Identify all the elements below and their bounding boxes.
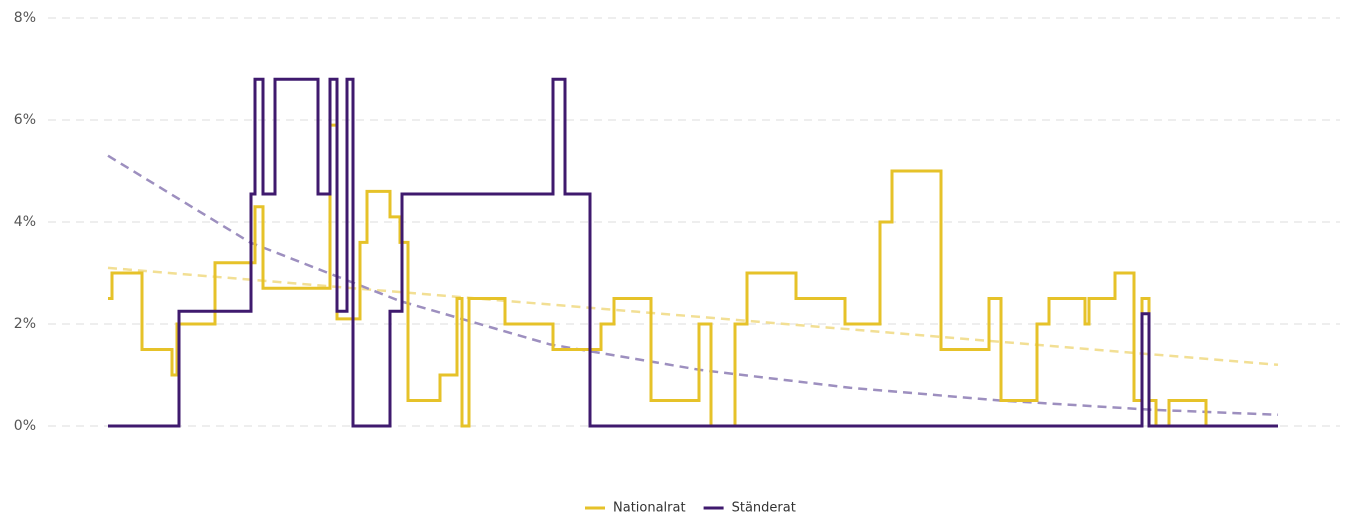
y-tick-label: 6%	[14, 112, 36, 128]
step-line	[108, 123, 1278, 428]
y-tick-label: 2%	[14, 316, 36, 332]
y-tick-label: 4%	[14, 214, 36, 230]
legend-label: Nationalrat	[613, 501, 686, 516]
trend-line	[107, 266, 1279, 367]
y-tick-label: 8%	[14, 10, 36, 26]
legend-label: Ständerat	[732, 501, 796, 516]
trend-line	[107, 154, 1279, 417]
y-tick-label: 0%	[14, 418, 36, 434]
step-line	[108, 77, 1278, 428]
